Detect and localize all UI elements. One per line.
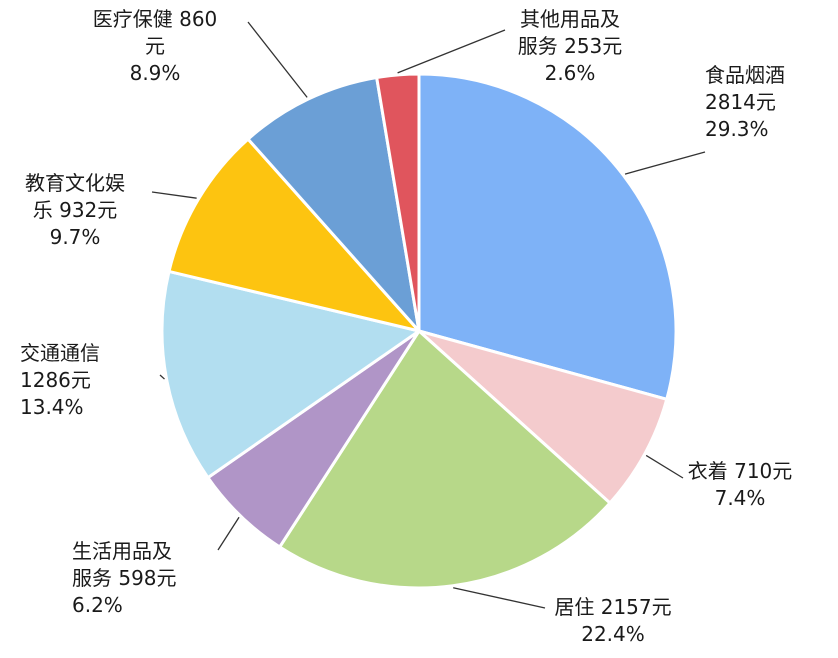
pie-slice-transport xyxy=(160,269,421,480)
leader-line-housing xyxy=(453,587,546,609)
leader-line-household xyxy=(217,516,240,551)
pie-slice-medical xyxy=(246,76,421,333)
leader-line-other xyxy=(397,29,506,74)
leader-line-clothing xyxy=(645,454,684,479)
pie-slice-housing xyxy=(278,329,612,590)
label-medical: 医疗保健 860 元 8.9% xyxy=(92,7,218,85)
label-housing: 居住 2157元 22.4% xyxy=(554,595,672,646)
leader-line-medical xyxy=(247,21,308,98)
label-education: 教育文化娱 乐 932元 9.7% xyxy=(25,171,125,249)
pie-slice-clothing xyxy=(417,329,669,505)
pie-slice-food xyxy=(417,72,678,401)
label-clothing: 衣着 710元 7.4% xyxy=(687,459,793,510)
label-transport: 交通通信 1286元 13.4% xyxy=(20,341,100,419)
label-other: 其他用品及 服务 253元 2.6% xyxy=(517,7,623,85)
pie-slice-education xyxy=(167,137,421,333)
pie-slice-other xyxy=(375,72,421,333)
leader-line-food xyxy=(624,151,706,175)
label-household: 生活用品及 服务 598元 6.2% xyxy=(72,539,177,617)
label-food: 食品烟酒 2814元 29.3% xyxy=(705,63,785,141)
leader-line-transport xyxy=(159,374,165,380)
leader-line-education xyxy=(151,191,197,199)
